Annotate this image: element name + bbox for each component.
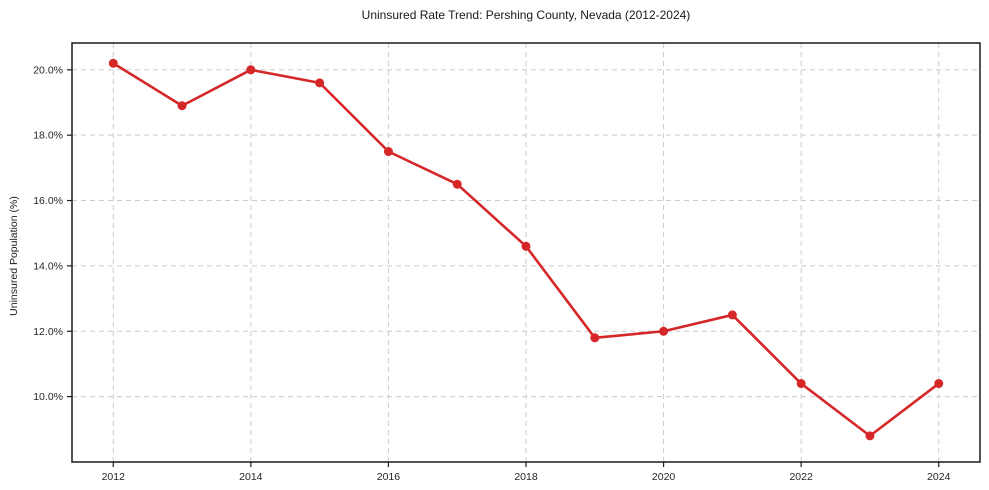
x-tick-label: 2024 — [927, 471, 951, 483]
data-point — [659, 326, 669, 336]
data-point — [727, 310, 737, 320]
data-point — [315, 78, 325, 88]
y-tick-label: 14.0% — [33, 260, 63, 272]
chart-title: Uninsured Rate Trend: Pershing County, N… — [361, 8, 691, 22]
x-tick-label: 2016 — [377, 471, 401, 483]
data-point — [177, 101, 187, 111]
data-point — [452, 179, 462, 189]
data-point — [865, 431, 875, 441]
y-tick-label: 12.0% — [33, 326, 63, 338]
x-tick-label: 2014 — [239, 471, 263, 483]
x-tick-label: 2022 — [789, 471, 813, 483]
data-point — [934, 379, 944, 389]
x-tick-label: 2012 — [102, 471, 126, 483]
y-axis-title: Uninsured Population (%) — [8, 196, 20, 316]
data-point — [383, 147, 393, 157]
y-tick-label: 16.0% — [33, 195, 63, 207]
data-point — [108, 58, 118, 68]
y-tick-label: 18.0% — [33, 130, 63, 142]
x-tick-label: 2018 — [514, 471, 538, 483]
data-point — [796, 379, 806, 389]
plot-border — [71, 42, 981, 463]
data-point — [590, 333, 600, 343]
y-tick-label: 20.0% — [33, 64, 63, 76]
data-point — [246, 65, 256, 75]
data-point — [521, 241, 531, 251]
x-tick-label: 2020 — [652, 471, 676, 483]
y-tick-label: 10.0% — [33, 391, 63, 403]
